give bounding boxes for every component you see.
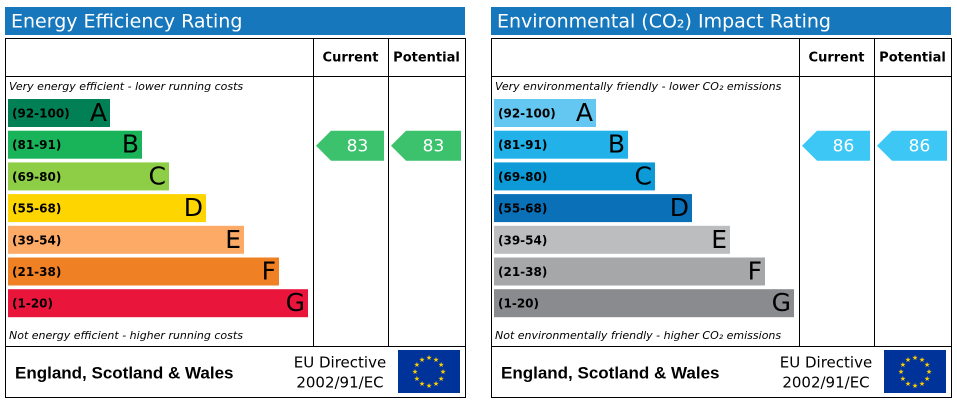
eu-star: ★ xyxy=(898,368,904,376)
eu-star: ★ xyxy=(924,375,930,383)
column-header: Potential xyxy=(879,51,946,66)
band-range: (39-54) xyxy=(498,233,547,247)
rating-arrow xyxy=(877,130,947,161)
eu-star: ★ xyxy=(414,375,420,383)
band-range: (69-80) xyxy=(12,170,61,184)
column-header: Current xyxy=(323,51,379,66)
column-header: Current xyxy=(809,51,865,66)
band-letter: B xyxy=(608,130,625,159)
directive: EU Directive xyxy=(294,354,386,372)
panel-frame xyxy=(5,38,466,398)
band xyxy=(494,194,692,223)
directive: 2002/91/EC xyxy=(782,374,869,392)
band-range: (92-100) xyxy=(12,107,70,121)
rating-arrow xyxy=(391,130,461,161)
eu-flag xyxy=(398,350,460,393)
band xyxy=(8,225,244,254)
band-range: (81-91) xyxy=(498,138,547,152)
region: England, Scotland & Wales xyxy=(15,363,234,382)
eu-star: ★ xyxy=(419,356,425,364)
band xyxy=(8,99,110,127)
eu-star: ★ xyxy=(412,368,418,376)
directive: EU Directive xyxy=(780,354,872,372)
eu-star: ★ xyxy=(433,356,439,364)
eu-star: ★ xyxy=(924,361,930,369)
eu-star: ★ xyxy=(900,375,906,383)
eu-star: ★ xyxy=(438,375,444,383)
eu-star: ★ xyxy=(438,361,444,369)
band-range: (81-91) xyxy=(12,138,61,152)
eu-star: ★ xyxy=(919,356,925,364)
eu-star: ★ xyxy=(900,361,906,369)
eu-star: ★ xyxy=(905,356,911,364)
eu-star: ★ xyxy=(414,361,420,369)
band-range: (55-68) xyxy=(498,202,547,216)
panel-frame xyxy=(491,38,952,398)
bottom-note: Not environmentally friendly - higher CO… xyxy=(495,329,781,342)
rating-value: 83 xyxy=(347,137,369,157)
eu-star: ★ xyxy=(440,368,446,376)
band xyxy=(8,289,308,318)
eu-star: ★ xyxy=(912,354,918,362)
band-range: (55-68) xyxy=(12,202,61,216)
band-range: (92-100) xyxy=(498,107,556,121)
region: England, Scotland & Wales xyxy=(501,363,720,382)
band-range: (1-20) xyxy=(498,297,539,311)
band-letter: D xyxy=(670,193,689,222)
band xyxy=(494,225,730,254)
eu-star: ★ xyxy=(905,380,911,388)
eu-star: ★ xyxy=(426,382,432,390)
rating-value: 86 xyxy=(833,137,855,157)
rating-value: 86 xyxy=(909,137,931,157)
band-range: (69-80) xyxy=(498,170,547,184)
band-letter: C xyxy=(149,161,166,190)
bottom-note: Not energy efficient - higher running co… xyxy=(9,329,243,342)
top-note: Very environmentally friendly - lower CO… xyxy=(495,80,782,93)
eu-star: ★ xyxy=(926,368,932,376)
band-letter: B xyxy=(122,130,139,159)
band-letter: G xyxy=(772,288,791,317)
band xyxy=(8,130,142,159)
title-bar xyxy=(491,7,951,35)
band-range: (21-38) xyxy=(12,265,61,279)
eu-star: ★ xyxy=(919,380,925,388)
band-letter: G xyxy=(286,288,305,317)
top-note: Very energy efficient - lower running co… xyxy=(9,80,243,93)
title-bar xyxy=(5,7,465,35)
eu-star: ★ xyxy=(419,380,425,388)
band-letter: E xyxy=(711,225,727,254)
band-letter: A xyxy=(576,98,593,127)
band xyxy=(8,257,279,286)
band-letter: C xyxy=(635,161,652,190)
band xyxy=(494,257,765,286)
band-range: (1-20) xyxy=(12,297,53,311)
column-header: Potential xyxy=(393,51,460,66)
panel-title: Energy Efficiency Rating xyxy=(11,11,242,33)
band-letter: F xyxy=(748,257,762,286)
band xyxy=(8,162,169,191)
band xyxy=(494,162,655,191)
band xyxy=(494,99,596,127)
rating-value: 83 xyxy=(423,137,445,157)
eu-star: ★ xyxy=(912,382,918,390)
band-letter: D xyxy=(184,193,203,222)
eu-flag xyxy=(884,350,946,393)
band-range: (39-54) xyxy=(12,233,61,247)
band xyxy=(8,194,206,223)
eu-star: ★ xyxy=(433,380,439,388)
directive: 2002/91/EC xyxy=(296,374,383,392)
panel-title: Environmental (CO₂) Impact Rating xyxy=(497,11,831,33)
eu-star: ★ xyxy=(426,354,432,362)
rating-arrow xyxy=(316,130,384,161)
band xyxy=(494,130,628,159)
band-letter: F xyxy=(262,257,276,286)
rating-arrow xyxy=(802,130,870,161)
band-letter: E xyxy=(225,225,241,254)
band-range: (21-38) xyxy=(498,265,547,279)
band-letter: A xyxy=(90,98,107,127)
band xyxy=(494,289,794,318)
